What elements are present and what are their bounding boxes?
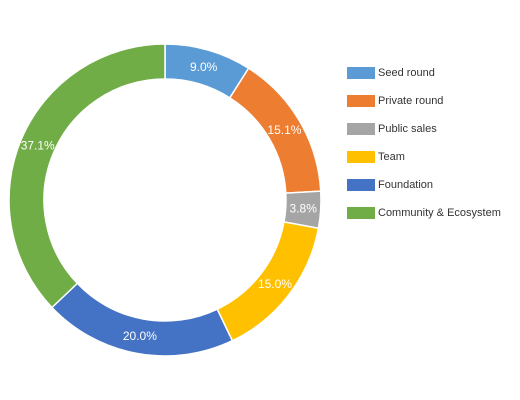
legend-item-public-sales: Public sales (347, 122, 517, 136)
slice-labels-group: 9.0% 15.1% 3.8% 15.0% 20.0% 37.1% (21, 60, 318, 343)
slice-value-label-foundation: 20.0% (123, 329, 157, 343)
slice-community-ecosystem (8, 43, 166, 309)
legend-item-community-ecosystem: Community & Ecosystem (347, 206, 517, 220)
legend-label: Foundation (378, 179, 434, 191)
slice-value-label-community-ecosystem: 37.1% (21, 138, 55, 152)
slice-value-label-team: 15.0% (258, 277, 292, 291)
legend-item-team: Team (347, 150, 517, 164)
legend-swatch (347, 179, 375, 191)
legend-label: Private round (378, 95, 444, 107)
legend-label: Seed round (378, 67, 435, 79)
slice-value-label-seed-round: 9.0% (190, 60, 218, 74)
legend-swatch (347, 67, 375, 79)
donut-chart-plot: 9.0% 15.1% 3.8% 15.0% 20.0% 37.1% (8, 43, 322, 357)
legend-item-private-round: Private round (347, 94, 517, 108)
legend: Seed round Private round Public sales Te… (347, 66, 517, 234)
legend-swatch (347, 95, 375, 107)
legend-item-foundation: Foundation (347, 178, 517, 192)
legend-swatch (347, 207, 375, 219)
legend-label: Public sales (378, 123, 437, 135)
legend-label: Community & Ecosystem (378, 207, 501, 219)
legend-item-seed-round: Seed round (347, 66, 517, 80)
legend-swatch (347, 151, 375, 163)
slice-foundation (50, 282, 234, 357)
legend-label: Team (378, 151, 405, 163)
slices-group (8, 43, 322, 357)
legend-swatch (347, 123, 375, 135)
slice-value-label-private-round: 15.1% (267, 123, 301, 137)
slice-value-label-public-sales: 3.8% (290, 202, 318, 216)
